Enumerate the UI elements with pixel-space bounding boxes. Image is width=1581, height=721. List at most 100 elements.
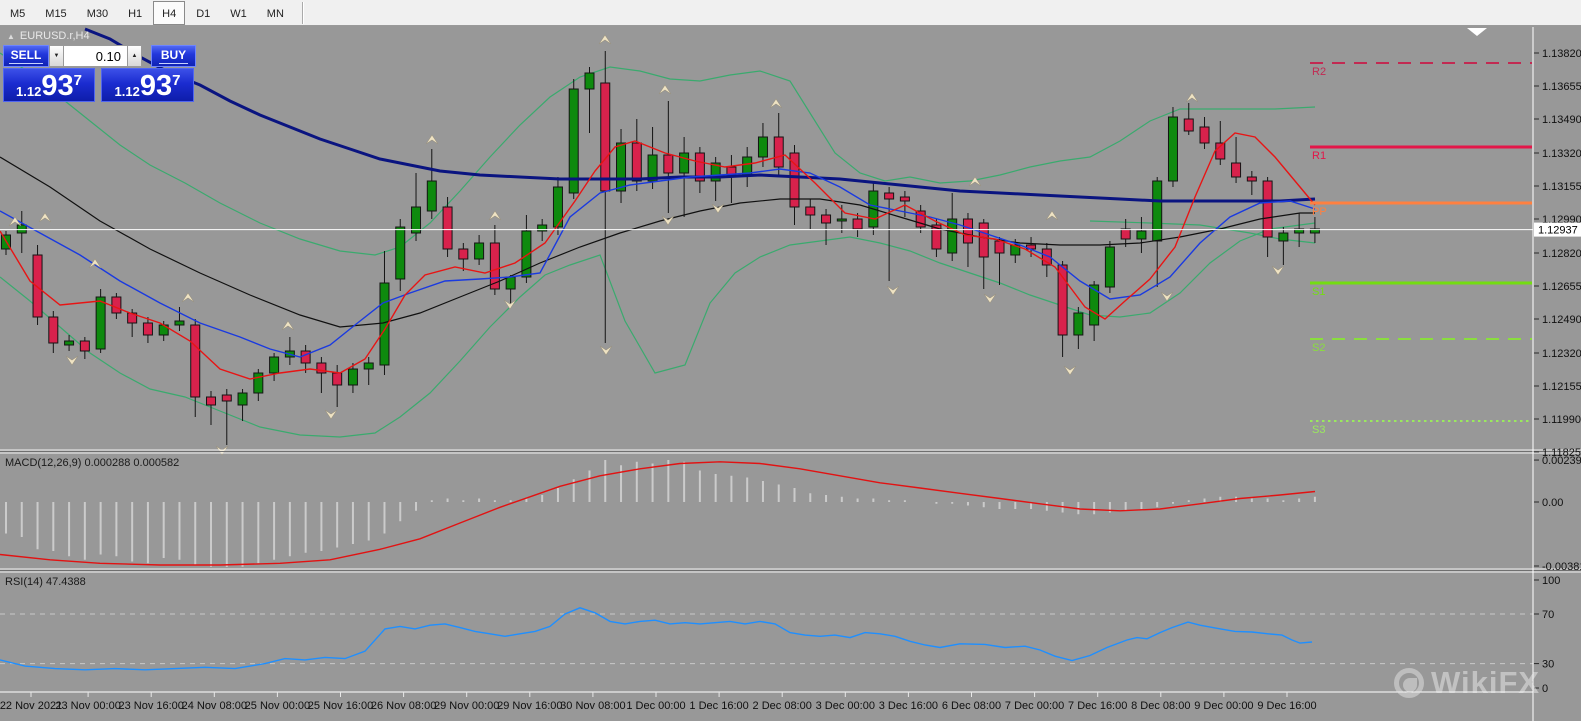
time-axis-label: 29 Nov 00:00 <box>434 700 499 712</box>
ma-red-line <box>0 132 1316 380</box>
fractal-up-arrow-icon <box>488 210 502 221</box>
candle-bearish <box>821 209 832 245</box>
fractal-up-arrow-icon <box>1185 92 1199 103</box>
time-axis-label: 25 Nov 00:00 <box>245 700 310 712</box>
timeframe-button-h1[interactable]: H1 <box>128 7 143 20</box>
candle-bullish <box>1278 227 1289 265</box>
sell-price-pipette: 7 <box>73 72 82 89</box>
candle-bearish <box>1183 103 1194 135</box>
chart-window: R2 R1 PP S1 S2 S3 1.13820 1.13655 1.13490 1.13320… <box>0 26 1581 721</box>
candle-bullish <box>253 369 264 401</box>
candle-bearish <box>805 199 816 229</box>
candle-bearish <box>978 219 989 289</box>
ma-blue-line <box>0 168 1316 358</box>
candle-bearish <box>190 319 201 417</box>
time-axis-label: 1 Dec 16:00 <box>689 700 748 712</box>
chevron-up-icon: ▲ <box>131 53 138 59</box>
candle-bullish <box>568 79 579 199</box>
current-price-tag-box <box>1534 222 1581 237</box>
candle-bullish <box>947 193 958 261</box>
rsi-axis-label: 70 <box>1542 609 1554 621</box>
fractal-down-arrow-icon <box>983 293 997 304</box>
macd-indicator-label: MACD(12,26,9) 0.000288 0.000582 <box>5 457 180 469</box>
timeframe-button-m5[interactable]: M5 <box>10 7 26 20</box>
candle-bearish <box>962 213 973 267</box>
price-axis-label: 1.13320 <box>1542 148 1581 160</box>
price-axis-label: 1.11990 <box>1542 414 1581 426</box>
time-axis-label: 8 Dec 08:00 <box>1131 700 1190 712</box>
timeframe-button-h4[interactable]: H4 <box>153 0 186 25</box>
volume-decrease-button[interactable]: ▼ <box>49 45 64 67</box>
time-axis-label: 1 Dec 00:00 <box>626 700 685 712</box>
time-axis-label: 7 Dec 16:00 <box>1068 700 1127 712</box>
sell-button[interactable]: SELL <box>3 45 49 67</box>
chart-background <box>0 26 1581 721</box>
candle-bullish <box>1167 107 1178 187</box>
wikifx-logo-icon <box>1394 668 1424 698</box>
sell-price-display[interactable]: 1.12 93 7 <box>3 68 95 102</box>
timeframe-button-mn[interactable]: MN <box>266 7 284 20</box>
current-price-tag: 1.12937 <box>1538 225 1578 237</box>
buy-price-big: 93 <box>139 70 173 102</box>
time-axis-label: 3 Dec 16:00 <box>879 700 938 712</box>
candle-bullish <box>1089 281 1100 341</box>
candle-bullish <box>757 123 768 167</box>
fractal-up-arrow-icon <box>1045 210 1059 221</box>
time-axis-label: 25 Nov 16:00 <box>308 700 373 712</box>
candle-bearish <box>915 205 926 233</box>
volume-input[interactable]: 0.10 <box>64 45 127 67</box>
macd-signal-line <box>0 461 1316 566</box>
candle-bearish <box>694 147 705 193</box>
wikifx-watermark: WikiFX <box>1394 665 1540 701</box>
candle-bearish <box>142 317 153 343</box>
price-axis-label: 1.12655 <box>1542 281 1581 293</box>
chart-symbol-header: ▲ EURUSD.r,H4 <box>7 30 90 42</box>
pivot-label-r2: R2 <box>1312 66 1326 78</box>
one-click-trade-panel: SELL ▼ 0.10 ▲ BUY 1.12 93 7 1.12 93 7 <box>3 45 197 102</box>
macd-axis-label: 0.002397 <box>1542 455 1581 467</box>
fractal-up-arrow-icon <box>425 134 439 145</box>
timeframe-button-d1[interactable]: D1 <box>196 7 211 20</box>
fractal-down-arrow-icon <box>503 299 517 310</box>
timeframe-button-m30[interactable]: M30 <box>86 7 109 20</box>
fractal-up-arrow-icon <box>968 176 982 187</box>
candle-bearish <box>663 101 674 213</box>
price-axis-label: 1.11825 <box>1542 447 1581 459</box>
collapse-icon[interactable]: ▲ <box>7 32 15 41</box>
timeframe-button-w1[interactable]: W1 <box>230 7 247 20</box>
timeframe-button-m15[interactable]: M15 <box>45 7 67 20</box>
watermark-text: WikiFX <box>1431 665 1541 700</box>
rsi-indicator-label: RSI(14) 47.4388 <box>5 576 86 588</box>
price-axis-label: 1.13655 <box>1542 81 1581 93</box>
buy-button[interactable]: BUY <box>151 45 196 67</box>
band-upper-line <box>0 52 1316 256</box>
candle-bearish <box>458 243 469 271</box>
fractal-up-arrow-icon <box>769 98 783 109</box>
candle-bearish <box>79 337 90 359</box>
candle-bearish <box>1246 171 1257 195</box>
rsi-axis-label: 30 <box>1542 659 1554 671</box>
pivot-label-s1: S1 <box>1312 286 1325 298</box>
candle-bearish <box>221 389 232 445</box>
candle-bullish <box>363 357 374 385</box>
candle-bullish <box>426 149 437 219</box>
time-axis-label: 29 Nov 16:00 <box>497 700 562 712</box>
candle-bearish <box>884 187 895 281</box>
time-axis-label: 9 Dec 16:00 <box>1257 700 1316 712</box>
candle-bullish <box>710 157 721 201</box>
candle-bearish <box>1041 243 1052 277</box>
macd-axis-label: -0.003817 <box>1542 561 1581 573</box>
fractal-up-arrow-icon <box>8 216 22 227</box>
fractal-down-arrow-icon <box>599 345 613 356</box>
price-axis-label: 1.12490 <box>1542 314 1581 326</box>
fractal-up-arrow-icon <box>281 320 295 331</box>
fractal-down-arrow-icon <box>324 409 338 420</box>
time-axis-label: 26 Nov 08:00 <box>371 700 436 712</box>
buy-price-display[interactable]: 1.12 93 7 <box>101 68 194 102</box>
ma-black-line <box>0 156 1315 328</box>
candle-bearish <box>32 245 43 325</box>
volume-increase-button[interactable]: ▲ <box>127 45 142 67</box>
candle-bearish <box>111 293 122 319</box>
price-axis-label: 1.12320 <box>1542 348 1581 360</box>
time-axis-label: 9 Dec 00:00 <box>1194 700 1253 712</box>
